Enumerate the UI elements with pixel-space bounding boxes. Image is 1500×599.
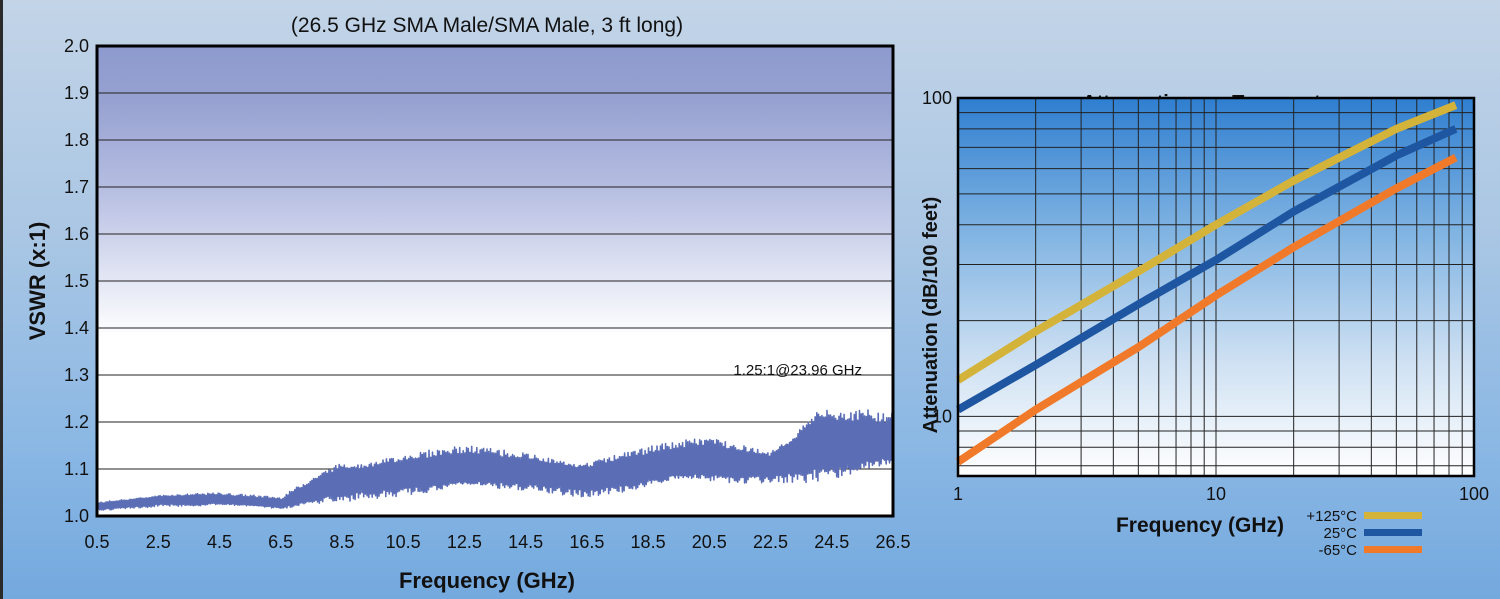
vswr-y-tick-label: 1.4 [64, 318, 89, 338]
vswr-x-tick-labels: 0.5 2.5 4.5 6.5 8.5 10.5 12.5 14.5 16.5 18.5 20.5 2… [84, 532, 910, 552]
attenuation-series-line [955, 101, 1458, 384]
vswr-y-tick-label: 1.1 [64, 459, 89, 479]
attenuation-series-line [956, 125, 1458, 414]
legend-label: -65°C [1318, 542, 1357, 559]
vswr-x-tick-label: 22.5 [753, 532, 788, 552]
attenuation-y-axis-label: Attenuation (dB/100 feet) [920, 197, 942, 434]
vswr-x-tick-label: 16.5 [569, 532, 604, 552]
legend-swatch [1364, 546, 1422, 553]
vswr-x-tick-label: 4.5 [207, 532, 232, 552]
vswr-y-tick-label: 2.0 [64, 36, 89, 56]
vswr-x-tick-label: 6.5 [268, 532, 293, 552]
attenuation-series [955, 101, 1458, 466]
left-border [0, 0, 3, 599]
attenuation-x-tick-labels: 1 10 100 [953, 484, 1489, 504]
vswr-x-tick-label: 0.5 [84, 532, 109, 552]
vswr-plot-border [95, 44, 895, 518]
legend-swatch [1364, 529, 1422, 536]
vswr-x-tick-label: 20.5 [692, 532, 727, 552]
vswr-y-tick-label: 1.8 [64, 130, 89, 150]
vswr-y-tick-label: 1.3 [64, 365, 89, 385]
attenuation-x-tick-label: 1 [953, 484, 963, 504]
vswr-y-tick-label: 1.0 [64, 506, 89, 526]
vswr-x-tick-label: 10.5 [386, 532, 421, 552]
vswr-chart-title: (26.5 GHz SMA Male/SMA Male, 3 ft long) [291, 14, 683, 37]
legend-swatch [1364, 512, 1422, 519]
legend-label: 25°C [1323, 525, 1357, 542]
legend-label: +125°C [1306, 508, 1357, 525]
vswr-y-axis-label: VSWR (x:1) [25, 222, 50, 341]
vswr-x-tick-label: 8.5 [329, 532, 354, 552]
attenuation-y-tick-labels: 10 100 [922, 88, 952, 426]
vswr-y-tick-label: 1.9 [64, 83, 89, 103]
attenuation-x-tick-label: 100 [1459, 484, 1489, 504]
attenuation-series-line [955, 154, 1458, 466]
vswr-x-tick-label: 12.5 [447, 532, 482, 552]
attenuation-x-tick-label: 10 [1206, 484, 1226, 504]
vswr-series-line [96, 409, 894, 511]
vswr-x-axis-label: Frequency (GHz) [399, 568, 575, 593]
vswr-y-tick-labels: 1.0 1.1 1.2 1.3 1.4 1.5 1.6 1.7 1.8 1.9 2.0 [64, 36, 89, 526]
vswr-x-tick-label: 24.5 [814, 532, 849, 552]
vswr-chart: (26.5 GHz SMA Male/SMA Male, 3 ft long) … [25, 14, 911, 593]
vswr-x-tick-label: 2.5 [146, 532, 171, 552]
vswr-x-tick-label: 14.5 [508, 532, 543, 552]
attenuation-plot-border [956, 96, 1476, 478]
attenuation-y-tick-label: 10 [932, 406, 952, 426]
attenuation-legend: +125°C25°C-65°C [1306, 508, 1422, 559]
attenuation-x-axis-label: Frequency (GHz) [1116, 514, 1284, 537]
attenuation-y-tick-label: 100 [922, 88, 952, 108]
vswr-x-tick-label: 18.5 [631, 532, 666, 552]
vswr-y-tick-label: 1.2 [64, 412, 89, 432]
vswr-y-tick-label: 1.5 [64, 271, 89, 291]
vswr-y-tick-label: 1.7 [64, 177, 89, 197]
vswr-y-tick-label: 1.6 [64, 224, 89, 244]
vswr-x-tick-label: 26.5 [875, 532, 910, 552]
vswr-annotation: 1.25:1@23.96 GHz [733, 362, 862, 379]
